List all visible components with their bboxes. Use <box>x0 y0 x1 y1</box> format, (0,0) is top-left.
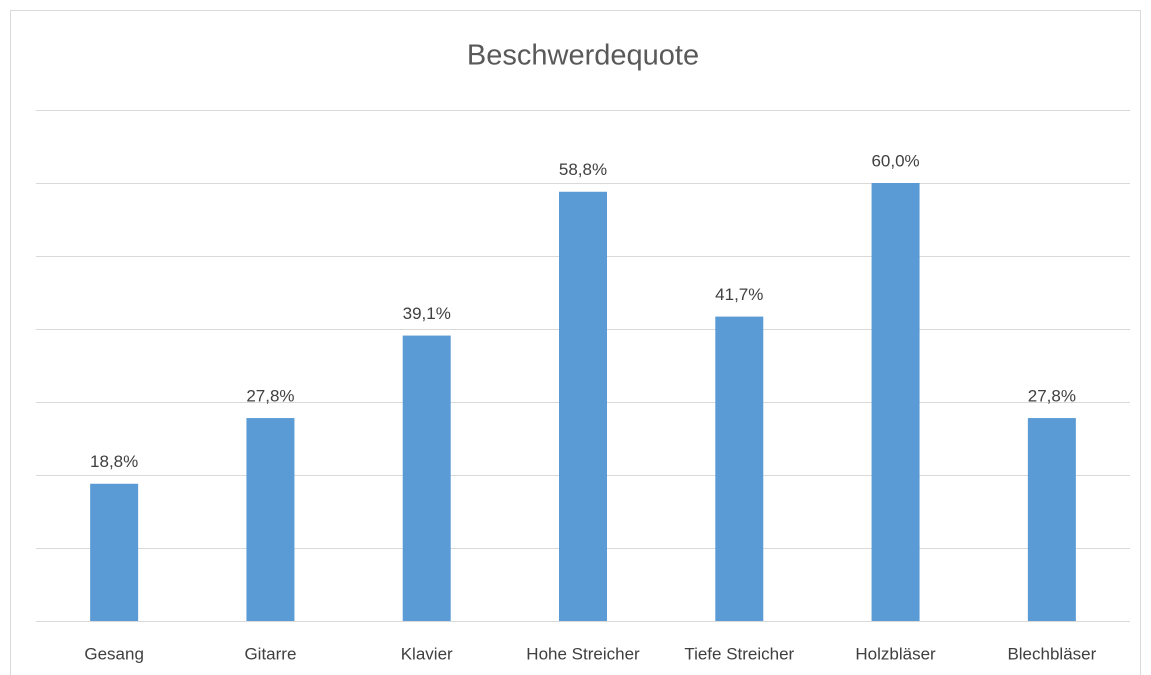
x-tick-label: Tiefe Streicher <box>684 644 794 663</box>
bar <box>402 335 451 621</box>
x-tick-label: Holzbläser <box>855 644 936 663</box>
x-tick-label: Gitarre <box>244 644 296 663</box>
data-label: 18,8% <box>90 452 138 471</box>
x-tick-label: Hohe Streicher <box>526 644 640 663</box>
data-label: 27,8% <box>1028 387 1076 406</box>
x-tick-label: Blechbläser <box>1007 644 1096 663</box>
x-tick-label: Klavier <box>401 644 453 663</box>
bar <box>559 191 607 621</box>
bar <box>715 316 764 621</box>
data-label: 60,0% <box>871 151 919 170</box>
data-label: 58,8% <box>559 160 607 179</box>
bar <box>871 183 920 621</box>
bar <box>246 418 295 621</box>
bar <box>90 483 139 621</box>
data-label: 27,8% <box>246 387 294 406</box>
x-tick-label: Gesang <box>84 644 144 663</box>
data-label: 39,1% <box>403 304 451 323</box>
chart-title: Beschwerdequote <box>467 40 699 72</box>
bar <box>1027 418 1076 621</box>
data-label: 41,7% <box>715 285 763 304</box>
